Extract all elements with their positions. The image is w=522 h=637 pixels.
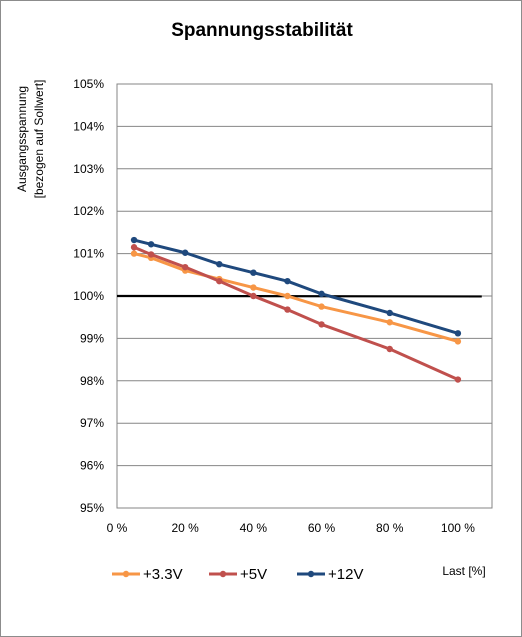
x-tick-label-3: 60 % (308, 521, 336, 535)
x-axis-label: Last [%] (442, 564, 485, 578)
x-tick-label-2: 40 % (240, 521, 268, 535)
y-axis-label-line1: Ausgangsspannung (15, 86, 29, 192)
legend-label-0: +3.3V (143, 566, 183, 583)
legend-marker-0 (122, 570, 130, 578)
series-2-point-1 (147, 241, 155, 248)
y-tick-labels: 95% 96% 97% 98% 99% 100% 101% 102% 103% 104% 105% (73, 77, 104, 515)
series-2-point-5 (284, 277, 291, 285)
legend: +3.3V +5V +12V (112, 566, 363, 583)
y-tick-label-9: 104% (73, 119, 104, 133)
series-1-point-6 (318, 321, 325, 328)
y-tick-label-6: 101% (73, 247, 104, 261)
series-2-point-8 (454, 330, 462, 337)
x-tick-label-1: 20 % (172, 521, 200, 535)
y-tick-label-0: 95% (80, 501, 104, 515)
series-2-point-2 (181, 249, 189, 256)
series-1-point-7 (386, 345, 393, 353)
gridlines (117, 125, 492, 467)
series-1 (130, 244, 462, 383)
y-axis-label: Ausgangsspannung [bezogen auf Sollwert] (15, 80, 46, 199)
series-2-point-7 (386, 309, 393, 317)
legend-label-1: +5V (240, 566, 267, 583)
x-tick-label-4: 80 % (376, 521, 404, 535)
series-2-point-3 (216, 261, 223, 268)
series-2-point-4 (250, 269, 257, 276)
series-0-point-8 (454, 338, 462, 345)
y-tick-label-3: 98% (80, 374, 104, 388)
y-tick-label-4: 99% (80, 331, 104, 345)
series-0-point-4 (250, 284, 257, 291)
series-1-point-8 (454, 376, 462, 383)
series-1-point-0 (130, 244, 138, 251)
series-1-point-1 (147, 251, 155, 258)
series-group (130, 236, 462, 383)
legend-marker-1 (219, 570, 227, 578)
x-tick-labels: 0 % 20 % 40 % 60 % 80 % 100 % (107, 521, 476, 535)
series-0-point-0 (130, 250, 138, 257)
series-1-point-2 (181, 263, 189, 271)
y-tick-label-10: 105% (73, 77, 104, 91)
chart-title: Spannungsstabilität (171, 20, 353, 41)
series-1-point-4 (250, 292, 257, 300)
x-tick-label-0: 0 % (107, 521, 128, 535)
series-0-point-6 (318, 303, 325, 310)
series-2-point-0 (130, 236, 138, 244)
y-tick-label-7: 102% (73, 204, 104, 218)
series-2-point-6 (318, 290, 325, 298)
y-tick-label-2: 97% (80, 416, 104, 430)
y-tick-label-5: 100% (73, 289, 104, 303)
series-0 (130, 250, 462, 345)
series-1-point-5 (284, 306, 291, 313)
y-tick-label-8: 103% (73, 162, 104, 176)
series-2 (130, 236, 462, 337)
legend-marker-2 (307, 570, 315, 578)
series-0-point-7 (386, 319, 393, 326)
x-tick-label-5: 100 % (441, 521, 475, 535)
y-tick-label-1: 96% (80, 459, 104, 473)
series-0-point-5 (284, 292, 291, 300)
series-1-point-3 (216, 277, 223, 285)
y-axis-label-line2: [bezogen auf Sollwert] (32, 80, 46, 199)
legend-label-2: +12V (328, 566, 363, 583)
